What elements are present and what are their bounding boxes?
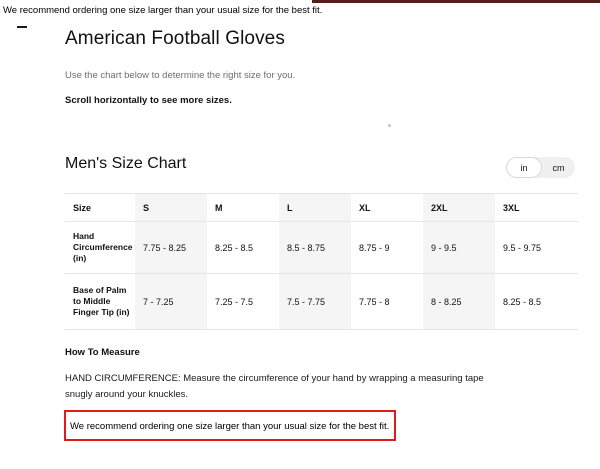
dash-mark <box>17 26 27 28</box>
value-cell: 9.5 - 9.75 <box>495 221 578 274</box>
value-cell: 7 - 7.25 <box>135 273 207 330</box>
unit-cm-button[interactable]: cm <box>552 162 565 173</box>
annotation-tooltip-text: We recommend ordering one size larger th… <box>3 5 323 16</box>
table-header-row: Size S M L XL 2XL 3XL <box>65 193 578 222</box>
value-cell: 9 - 9.5 <box>423 221 495 274</box>
table-row-palm-to-finger: Base of Palm to Middle Finger Tip (in) 7… <box>65 273 578 330</box>
value-cell: 7.5 - 7.75 <box>279 273 351 330</box>
how-to-measure-heading: How To Measure <box>65 347 140 358</box>
value-cell: 7.75 - 8.25 <box>135 221 207 274</box>
highlighted-recommendation-box: We recommend ordering one size larger th… <box>64 410 397 441</box>
value-cell: 7.75 - 8 <box>351 273 423 330</box>
col-header-3xl: 3XL <box>495 193 578 222</box>
value-cell: 8.75 - 9 <box>351 221 423 274</box>
col-header-l: L <box>279 193 351 222</box>
row-label: Base of Palm to Middle Finger Tip (in) <box>65 273 135 330</box>
col-header-m: M <box>207 193 279 222</box>
size-chart-table: Size S M L XL 2XL 3XL Hand Circumference… <box>65 193 578 330</box>
clipped-highlight-line <box>312 0 600 3</box>
how-to-measure-body: HAND CIRCUMFERENCE: Measure the circumfe… <box>65 373 484 400</box>
page-title: American Football Gloves <box>65 28 285 49</box>
value-cell: 7.25 - 7.5 <box>207 273 279 330</box>
row-label: Hand Circumference (in) <box>65 221 135 274</box>
col-header-s: S <box>135 193 207 222</box>
col-header-2xl: 2XL <box>423 193 495 222</box>
value-cell: 8.5 - 8.75 <box>279 221 351 274</box>
value-cell: 8.25 - 8.5 <box>495 273 578 330</box>
artifact-dot <box>388 124 391 127</box>
table-row-hand-circumference: Hand Circumference (in) 7.75 - 8.25 8.25… <box>65 221 578 274</box>
col-header-xl: XL <box>351 193 423 222</box>
recommendation-text: We recommend ordering one size larger th… <box>70 421 390 432</box>
unit-in-button[interactable]: in <box>506 157 542 178</box>
value-cell: 8.25 - 8.5 <box>207 221 279 274</box>
page-subtitle: Use the chart below to determine the rig… <box>65 70 296 81</box>
scroll-note: Scroll horizontally to see more sizes. <box>65 95 232 106</box>
col-header-size: Size <box>65 193 135 222</box>
unit-toggle[interactable]: in cm <box>506 157 575 178</box>
value-cell: 8 - 8.25 <box>423 273 495 330</box>
size-chart-heading: Men's Size Chart <box>65 155 187 172</box>
